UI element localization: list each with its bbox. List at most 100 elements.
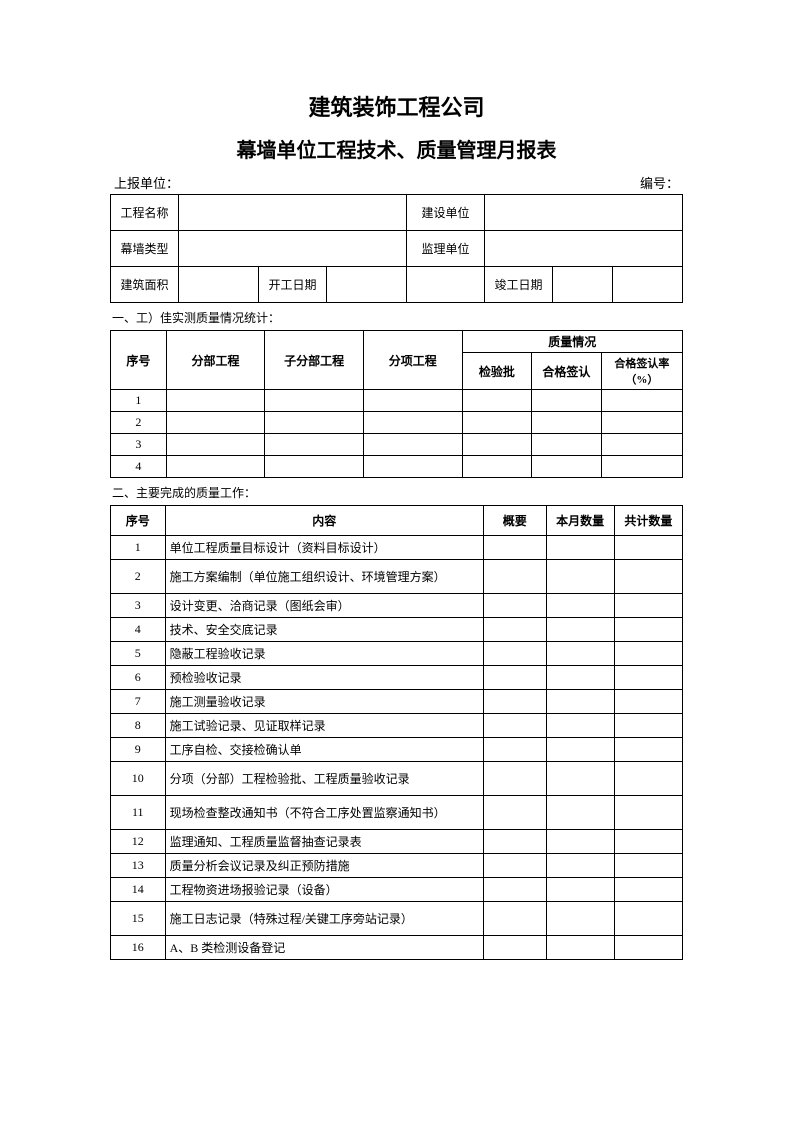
- summary-cell: [483, 560, 546, 594]
- summary-header: 概要: [483, 506, 546, 536]
- summary-cell: [483, 762, 546, 796]
- end-date-label: 竣工日期: [485, 267, 553, 303]
- seq-cell: 12: [111, 830, 166, 854]
- month-qty-cell: [546, 936, 614, 960]
- content-cell: 施工测量验收记录: [165, 690, 483, 714]
- summary-cell: [483, 878, 546, 902]
- project-name-label: 工程名称: [111, 195, 179, 231]
- item-header: 分项工程: [363, 331, 462, 390]
- total-qty-cell: [614, 642, 682, 666]
- content-cell: 质量分析会议记录及纠正预防措施: [165, 854, 483, 878]
- seq-header: 序号: [111, 506, 166, 536]
- data-cell: [265, 434, 364, 456]
- summary-cell: [483, 854, 546, 878]
- seq-cell: 5: [111, 642, 166, 666]
- summary-cell: [483, 666, 546, 690]
- table-row: 16A、B 类检测设备登记: [111, 936, 683, 960]
- table-row: 工程名称 建设单位: [111, 195, 683, 231]
- qualified-rate-header: 合格签认率（%）: [601, 353, 682, 390]
- month-qty-cell: [546, 618, 614, 642]
- content-cell: 技术、安全交底记录: [165, 618, 483, 642]
- table-row: 7施工测量验收记录: [111, 690, 683, 714]
- seq-cell: 13: [111, 854, 166, 878]
- content-cell: 分项（分部）工程检验批、工程质量验收记录: [165, 762, 483, 796]
- data-cell: [265, 456, 364, 478]
- seq-cell: 1: [111, 536, 166, 560]
- total-qty-cell: [614, 714, 682, 738]
- total-qty-header: 共计数量: [614, 506, 682, 536]
- table-row: 序号 内容 概要 本月数量 共计数量: [111, 506, 683, 536]
- building-area-value: [179, 267, 259, 303]
- month-qty-cell: [546, 902, 614, 936]
- data-cell: [462, 434, 532, 456]
- content-cell: A、B 类检测设备登记: [165, 936, 483, 960]
- seq-cell: 6: [111, 666, 166, 690]
- table-row: 6预检验收记录: [111, 666, 683, 690]
- data-cell: [601, 434, 682, 456]
- table-row: 5隐蔽工程验收记录: [111, 642, 683, 666]
- month-qty-cell: [546, 594, 614, 618]
- curtain-type-value: [179, 231, 407, 267]
- data-cell: [363, 412, 462, 434]
- summary-cell: [483, 738, 546, 762]
- data-cell: [166, 456, 265, 478]
- quality-header: 质量情况: [462, 331, 682, 353]
- table-row: 13质量分析会议记录及纠正预防措施: [111, 854, 683, 878]
- content-cell: 施工方案编制（单位施工组织设计、环境管理方案）: [165, 560, 483, 594]
- start-date-label: 开工日期: [259, 267, 327, 303]
- serial-number-label: 编号：: [640, 173, 679, 192]
- work-table: 序号 内容 概要 本月数量 共计数量 1单位工程质量目标设计（资料目标设计）2施…: [110, 505, 683, 960]
- end-date-value: [553, 267, 613, 303]
- data-cell: [166, 434, 265, 456]
- inspection-header: 检验批: [462, 353, 532, 390]
- content-cell: 监理通知、工程质量监督抽查记录表: [165, 830, 483, 854]
- table-row: 2施工方案编制（单位施工组织设计、环境管理方案）: [111, 560, 683, 594]
- total-qty-cell: [614, 666, 682, 690]
- total-qty-cell: [614, 618, 682, 642]
- summary-cell: [483, 594, 546, 618]
- reporting-unit-label: 上报单位：: [114, 173, 179, 192]
- seq-cell: 4: [111, 456, 167, 478]
- content-cell: 预检验收记录: [165, 666, 483, 690]
- data-cell: [532, 456, 602, 478]
- supervision-unit-label: 监理单位: [407, 231, 485, 267]
- info-table: 工程名称 建设单位 幕墙类型 监理单位 建筑面积 开工日期 竣工日期: [110, 194, 683, 303]
- division-header: 分部工程: [166, 331, 265, 390]
- data-cell: [462, 412, 532, 434]
- data-cell: [265, 412, 364, 434]
- content-header: 内容: [165, 506, 483, 536]
- seq-cell: 3: [111, 594, 166, 618]
- summary-cell: [483, 642, 546, 666]
- start-date-value: [327, 267, 407, 303]
- content-cell: 隐蔽工程验收记录: [165, 642, 483, 666]
- total-qty-cell: [614, 536, 682, 560]
- table-row: 15施工日志记录（特殊过程/关键工序旁站记录）: [111, 902, 683, 936]
- month-qty-cell: [546, 878, 614, 902]
- total-qty-cell: [614, 560, 682, 594]
- summary-cell: [483, 936, 546, 960]
- table-row: 建筑面积 开工日期 竣工日期: [111, 267, 683, 303]
- table-row: 4: [111, 456, 683, 478]
- month-qty-cell: [546, 690, 614, 714]
- blank-cell: [407, 267, 485, 303]
- data-cell: [166, 390, 265, 412]
- summary-cell: [483, 902, 546, 936]
- total-qty-cell: [614, 738, 682, 762]
- seq-cell: 2: [111, 560, 166, 594]
- content-cell: 施工试验记录、见证取样记录: [165, 714, 483, 738]
- table-row: 3: [111, 434, 683, 456]
- construction-unit-label: 建设单位: [407, 195, 485, 231]
- subdivision-header: 子分部工程: [265, 331, 364, 390]
- table-row: 8施工试验记录、见证取样记录: [111, 714, 683, 738]
- content-cell: 现场检查整改通知书（不符合工序处置监察通知书）: [165, 796, 483, 830]
- month-qty-cell: [546, 666, 614, 690]
- seq-cell: 1: [111, 390, 167, 412]
- content-cell: 工序自检、交接检确认单: [165, 738, 483, 762]
- content-cell: 设计变更、洽商记录（图纸会审）: [165, 594, 483, 618]
- month-qty-cell: [546, 714, 614, 738]
- table-row: 4技术、安全交底记录: [111, 618, 683, 642]
- seq-cell: 9: [111, 738, 166, 762]
- data-cell: [601, 412, 682, 434]
- seq-header: 序号: [111, 331, 167, 390]
- month-qty-cell: [546, 642, 614, 666]
